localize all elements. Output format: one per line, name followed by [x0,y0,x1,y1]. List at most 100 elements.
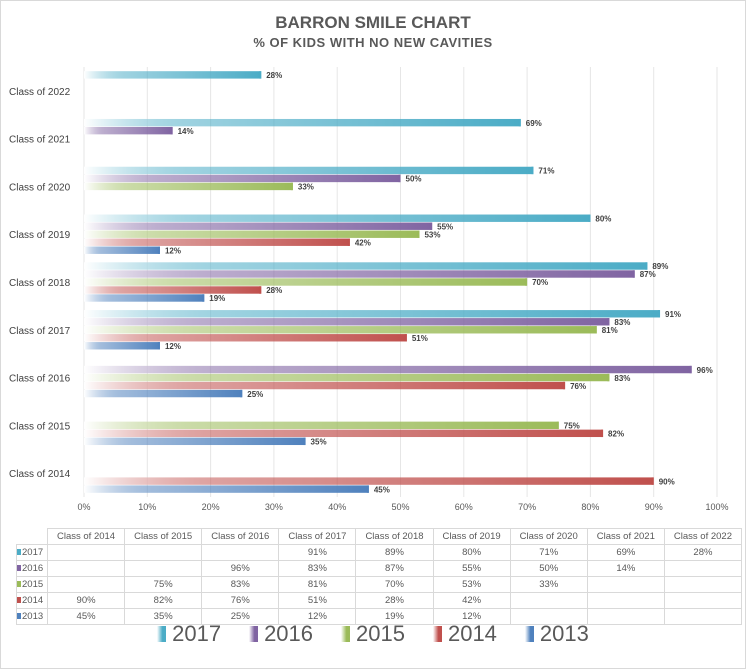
data-label: 33% [298,183,314,192]
table-header: Class of 2015 [124,528,203,545]
data-label: 50% [406,175,422,184]
bar-end-2013 [157,246,160,254]
bar-end-2014 [347,238,350,246]
legend-swatch-icon [524,626,534,642]
x-tick-label: 80% [581,502,599,512]
category-label: Class of 2020 [9,182,71,193]
category-label: Class of 2014 [9,469,71,480]
category-label: Class of 2016 [9,374,71,385]
legend-swatch-icon [341,626,351,642]
bar-2014 [84,429,604,438]
table-row: 2015 75% 83% 81% 70% 53% 33% [16,576,743,593]
x-tick-label: 10% [138,502,156,512]
table-cell: 35% [124,608,203,625]
bar-end-2017 [588,214,591,222]
table-cell: 91% [278,544,357,561]
bar-2017 [84,262,648,270]
bar-2015 [84,326,597,334]
table-cell [46,560,126,577]
bar-2014 [84,381,566,390]
table-row-header: 2016 [16,560,48,577]
table-cell: 82% [124,592,203,609]
table-cell [663,592,743,609]
table-row-header: 2017 [16,544,48,561]
category-label: Class of 2018 [9,278,71,289]
bar-end-2015 [417,230,420,238]
table-cell: 14% [586,560,665,577]
data-label: 12% [165,342,181,351]
bar-2015 [84,230,420,238]
table-row: 2017 91% 89% 80% 71% 69% 28% [16,544,743,561]
bar-2016 [84,222,433,230]
table-cell: 42% [432,592,511,609]
bar-2017 [84,118,521,127]
data-label: 12% [165,246,181,255]
bar-end-2016 [430,222,433,230]
legend-item: 2013 [524,621,589,647]
bar-end-2017 [518,118,521,127]
bar-end-2015 [594,326,597,334]
data-label: 82% [608,430,624,439]
data-label: 91% [665,310,681,319]
table-cell [663,608,743,625]
bar-2015 [84,182,293,191]
table-cell: 70% [355,576,434,593]
table-cell: 90% [46,592,126,609]
bar-2013 [84,437,306,446]
bar-2014 [84,238,350,246]
bar-end-2013 [366,485,369,493]
data-label: 19% [209,294,225,303]
table-cell: 28% [663,544,743,561]
table-row: 2013 45% 35% 25% 12% 19% 12% [16,608,743,625]
data-label: 69% [526,119,542,128]
chart-title: BARRON SMILE CHART [275,13,471,32]
legend-item: 2014 [432,621,497,647]
bar-end-2013 [157,342,160,350]
table-header: Class of 2018 [355,528,434,545]
data-label: 35% [311,438,327,447]
bar-end-2017 [645,262,648,270]
data-label: 83% [614,318,630,327]
bar-end-2016 [632,270,635,278]
table-header-row: Class of 2014 Class of 2015 Class of 2016 C… [16,528,743,545]
category-label: Class of 2021 [9,135,71,146]
table-cell: 33% [509,576,588,593]
bar-2016 [84,365,692,374]
data-label: 42% [355,238,371,247]
table-cell [509,592,588,609]
data-label: 87% [640,270,656,279]
x-tick-label: 60% [455,502,473,512]
data-label: 80% [595,214,611,223]
table-row-header: 2014 [16,592,48,609]
table-cell: 80% [432,544,511,561]
table-row: 2016 96% 83% 87% 55% 50% 14% [16,560,743,577]
bar-2017 [84,166,534,175]
bar-end-2014 [404,334,407,342]
data-label: 53% [424,230,440,239]
table-header: Class of 2016 [201,528,280,545]
bar-2014 [84,334,407,342]
data-label: 28% [266,71,282,80]
chart-subtitle: % OF KIDS WITH NO NEW CAVITIES [253,35,493,50]
bar-2016 [84,126,173,135]
bar-2013 [84,294,205,302]
bar-end-2014 [563,381,566,390]
table-cell: 83% [201,576,280,593]
legend-item: 2015 [341,621,405,647]
bar-2014 [84,286,262,294]
bar-end-2016 [170,126,173,135]
legend-swatch-icon [157,626,167,642]
table-cell: 96% [201,560,280,577]
category-label: Class of 2017 [9,326,71,337]
table-cell [46,544,126,561]
x-tick-label: 20% [202,502,220,512]
data-label: 83% [614,374,630,383]
legend-swatch-icon [249,626,259,642]
data-table: Class of 2014 Class of 2015 Class of 2016 C… [16,528,743,625]
bar-end-2013 [240,389,243,398]
table-header: Class of 2014 [46,528,126,545]
bar-end-2016 [398,174,401,183]
data-label: 45% [374,485,390,494]
table-cell: 45% [46,608,126,625]
